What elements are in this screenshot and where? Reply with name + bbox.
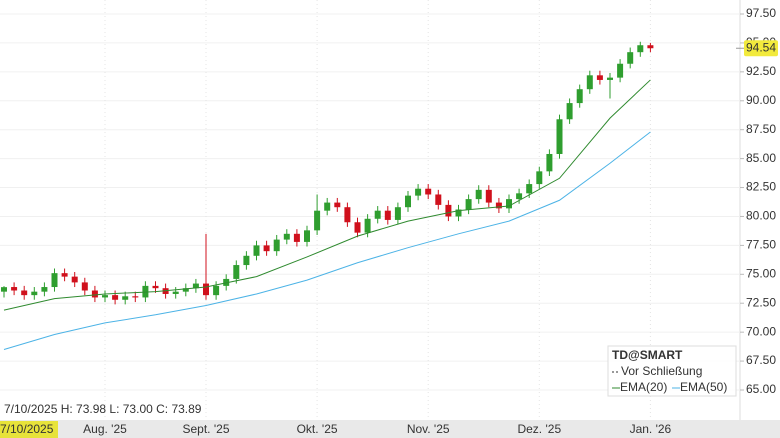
y-tick-label: 85.00 (746, 151, 776, 165)
candle-body (11, 287, 18, 291)
candle-body (334, 202, 341, 208)
candle-body (647, 45, 654, 49)
candle-body (233, 265, 240, 279)
candle-body (243, 255, 250, 266)
x-tick-label: Dez. '25 (517, 422, 561, 436)
x-tick-label: Sept. '25 (183, 422, 230, 436)
candle-body (637, 45, 644, 53)
candle-body (546, 153, 553, 172)
candle-body (81, 282, 88, 291)
candle-body (102, 295, 108, 298)
candle-body (405, 195, 411, 208)
x-tick-label: Nov. '25 (407, 422, 450, 436)
candle-body (71, 276, 78, 283)
last-price-box (744, 40, 778, 57)
ema-line (3, 131, 651, 350)
candle-body (384, 210, 391, 220)
legend-title: TD@SMART (612, 348, 683, 362)
candle-body (172, 291, 179, 294)
y-tick-label: 72.50 (746, 295, 776, 309)
y-tick-label: 67.50 (746, 353, 776, 367)
candle-body (576, 89, 583, 104)
candle-body (475, 189, 482, 200)
candle-body (203, 283, 209, 296)
candle-body (283, 233, 290, 240)
y-tick-label: 75.00 (746, 266, 776, 280)
candle-body (152, 285, 159, 289)
candle-body (293, 233, 300, 242)
candle-body (354, 222, 361, 233)
candle-body (122, 296, 129, 300)
ema-line (3, 79, 651, 311)
y-tick-label: 77.50 (746, 238, 776, 252)
x-tick-label: Aug. '25 (83, 422, 127, 436)
candle-body (21, 290, 28, 296)
x-axis-band (0, 420, 780, 438)
candle-body (182, 288, 189, 292)
candle-body (536, 171, 543, 185)
candle-body (61, 273, 68, 277)
candle-body (192, 283, 199, 289)
candle-body (415, 188, 422, 196)
legend-note: Vor Schließung (621, 364, 702, 378)
y-tick-label: 87.50 (746, 122, 776, 136)
last-price-label: 94.54 (746, 40, 776, 54)
candle-body (566, 103, 573, 120)
candle-body (324, 202, 331, 211)
y-tick-label: 90.00 (746, 93, 776, 107)
candle-body (455, 209, 462, 217)
candle-body (465, 199, 472, 210)
candle-body (394, 207, 401, 220)
candle-body (556, 119, 563, 154)
candle-body (495, 202, 502, 209)
candle-body (304, 230, 310, 242)
y-tick-label: 80.00 (746, 209, 776, 223)
candle-body (607, 77, 613, 80)
x-tick-label: Jan. '26 (630, 422, 672, 436)
candle-body (506, 199, 512, 209)
candle-body (526, 184, 533, 194)
legend-label: EMA(20) (620, 380, 667, 394)
candle-body (41, 287, 48, 292)
y-tick-label: 92.50 (746, 64, 776, 78)
candle-body (1, 287, 7, 292)
candle-body (31, 291, 38, 296)
candle-body (485, 189, 492, 203)
candle-body (263, 245, 270, 252)
candle-body (586, 75, 593, 90)
cursor-label: 7/10/2025 (0, 422, 54, 436)
candle-body (314, 210, 321, 231)
candle-body (617, 63, 624, 78)
x-tick-label: Okt. '25 (297, 422, 338, 436)
candle-body (364, 218, 371, 233)
candle-body (344, 207, 351, 223)
candle-body (51, 273, 58, 288)
y-tick-label: 82.50 (746, 180, 776, 194)
cursor-box (0, 421, 58, 438)
candle-body (627, 52, 634, 64)
candle-body (516, 193, 523, 200)
y-tick-label: 70.00 (746, 324, 776, 338)
candle-body (445, 204, 452, 217)
y-tick-label: 97.50 (746, 6, 776, 20)
candle-body (425, 188, 432, 195)
legend: TD@SMART Vor Schließung EMA(20) EMA(50) (607, 345, 737, 397)
candle-body (374, 210, 381, 219)
candle-body (596, 75, 603, 80)
candle-body (253, 245, 260, 256)
candle-body (213, 285, 220, 296)
legend-label: EMA(50) (680, 380, 727, 394)
y-tick-label: 65.00 (746, 382, 776, 396)
candle-body (273, 239, 280, 252)
info-line: 7/10/2025 H: 73.98 L: 73.00 C: 73.89 (4, 402, 202, 416)
candle-body (132, 296, 139, 298)
candle-body (91, 290, 98, 298)
candle-body (435, 194, 442, 205)
candle-body (112, 295, 119, 300)
